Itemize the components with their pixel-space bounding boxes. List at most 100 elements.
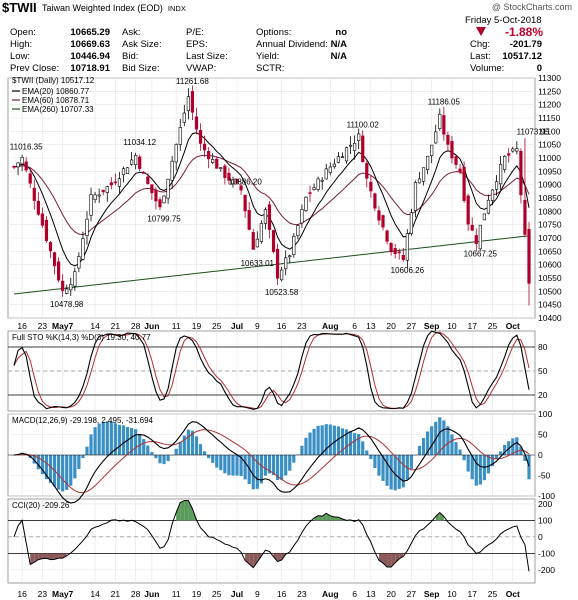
candle-body [251, 232, 255, 250]
x-tick-label: 13 [366, 321, 376, 331]
macd-hist-bar [101, 421, 105, 455]
sto-k-line [13, 330, 530, 410]
macd-hist-bar [300, 445, 304, 455]
candle-body [482, 213, 486, 221]
macd-hist-bar [44, 455, 49, 480]
candle-body [48, 242, 53, 252]
candle-body [243, 194, 247, 212]
y-tick-label: 10850 [538, 193, 562, 203]
candle-body [284, 257, 288, 270]
field-value: 10669.63 [70, 39, 110, 50]
macd-hist-bar [523, 455, 527, 461]
macd-hist-bar [417, 445, 422, 455]
macd-hist-bar [129, 427, 134, 455]
candle-body [73, 271, 77, 287]
candle-body [24, 161, 28, 171]
macd-hist-bar [462, 455, 466, 461]
y-tick-label: 10800 [538, 206, 562, 216]
x-tick-label: 16 [17, 321, 27, 331]
cci-oversold-fill [273, 553, 278, 562]
candle-body [316, 178, 320, 190]
candle-body [458, 168, 462, 173]
macd-hist-bar [438, 417, 442, 455]
candle-body [466, 195, 470, 225]
candle-body [65, 288, 69, 294]
x-tick-label: 20 [386, 321, 396, 331]
date: Friday 5-Oct-2018 [465, 15, 542, 26]
x-tick-label: 6 [352, 589, 357, 599]
candle-body [162, 195, 166, 204]
price-annotation: 11016.35 [10, 143, 43, 152]
macd-hist-bar [219, 455, 223, 471]
cci-oversold-fill [387, 553, 392, 568]
macd-hist-bar [215, 455, 219, 468]
candle-body [519, 150, 523, 196]
x-tick-label: 6 [352, 321, 357, 331]
sto-panel-title: Full STO %K(14,3) %D(3) 19.30, 40.77 [12, 333, 151, 342]
macd-hist-bar [73, 455, 77, 479]
macd-hist-bar [97, 423, 101, 455]
macd-hist-bar [190, 430, 195, 455]
candle-body [304, 196, 308, 211]
x-tick-label: 9 [255, 321, 260, 331]
candle-body [426, 155, 430, 170]
price-annotation: 11034.12 [123, 138, 156, 147]
legend-ema260: EMA(260) 10707.33 [22, 105, 94, 114]
chg-value: -201.79 [509, 39, 542, 50]
candle-body [430, 144, 434, 156]
macd-hist-bar [178, 441, 182, 455]
x-tick-label: 28 [131, 321, 141, 331]
candle-body [280, 269, 284, 281]
x-tick-label: 23 [297, 589, 307, 599]
candle-body [32, 187, 36, 201]
x-tick-label: 16 [17, 589, 27, 599]
y-tick-label: 50 [538, 366, 548, 376]
legend-ema60: EMA(60) 10878.71 [22, 96, 90, 105]
macd-hist-bar [85, 446, 89, 455]
y-tick-label: 80 [538, 342, 548, 352]
candle-body [474, 235, 478, 244]
candle-body [324, 168, 328, 180]
candle-body [109, 182, 113, 186]
macd-hist-bar [365, 450, 369, 455]
x-tick-label: 23 [38, 589, 48, 599]
candle-body [235, 178, 239, 184]
macd-hist-bar [421, 437, 426, 455]
macd-hist-bar [494, 455, 499, 460]
candle-body [271, 230, 276, 252]
candle-body [255, 238, 259, 248]
cci-overbought-fill [176, 502, 181, 521]
macd-hist-bar [271, 455, 276, 476]
y-tick-label: -100 [538, 491, 555, 501]
macd-hist-bar [263, 455, 268, 476]
cci-overbought-fill [439, 512, 444, 521]
price-annotation: 10886.20 [228, 177, 262, 186]
macd-hist-bar [519, 446, 523, 455]
x-tick-label: 23 [38, 321, 48, 331]
cci-oversold-fill [253, 553, 258, 568]
cci-overbought-fill [322, 513, 327, 521]
macd-hist-bar [247, 455, 251, 485]
macd-hist-bar [373, 455, 377, 468]
macd-hist-bar [470, 455, 474, 480]
candle-body [361, 135, 365, 163]
candle-body [312, 187, 316, 191]
candle-body [227, 172, 231, 181]
macd-hist-bar [36, 455, 40, 470]
macd-hist-bar [503, 444, 507, 455]
macd-hist-bar [474, 455, 478, 486]
candle-body [494, 181, 499, 190]
macd-hist-bar [393, 455, 397, 491]
macd-hist-bar [65, 455, 69, 490]
y-tick-label: 20 [538, 390, 548, 400]
macd-hist-bar [369, 455, 373, 460]
x-tick-label: 23 [297, 321, 307, 331]
x-tick-label: 25 [212, 589, 222, 599]
macd-hist-bar [466, 455, 470, 472]
cci-oversold-fill [42, 553, 47, 559]
x-tick-label: Sep [424, 589, 440, 599]
macd-hist-bar [202, 451, 207, 455]
macd-hist-bar [490, 455, 495, 467]
macd-hist-bar [259, 455, 263, 484]
candle-body [515, 148, 519, 152]
